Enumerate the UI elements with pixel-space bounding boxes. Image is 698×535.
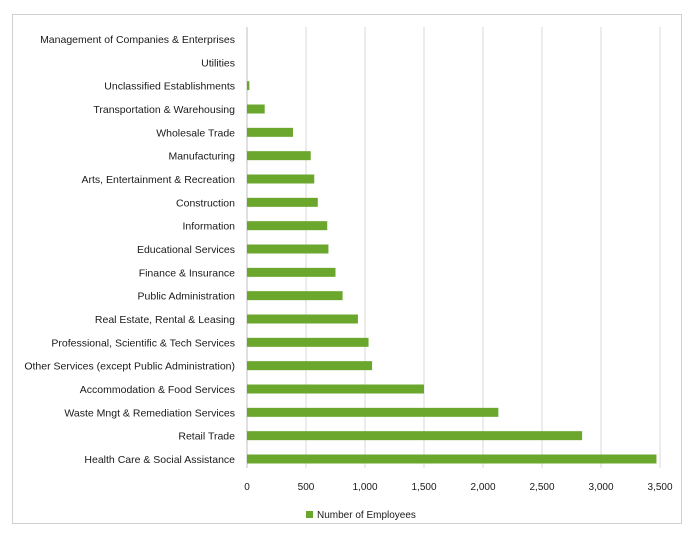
category-label: Public Administration [138, 291, 236, 303]
bar [247, 314, 358, 324]
bars [247, 81, 657, 464]
x-tick-label: 500 [298, 482, 315, 493]
category-label: Unclassified Establishments [104, 81, 235, 93]
category-label: Transportation & Warehousing [93, 104, 235, 116]
category-label: Manufacturing [168, 151, 235, 163]
category-label: Management of Companies & Enterprises [40, 34, 235, 46]
x-tick-label: 2,500 [529, 482, 554, 493]
category-label: Professional, Scientific & Tech Services [51, 337, 235, 349]
bar [247, 104, 265, 114]
bar [247, 244, 329, 254]
bar [247, 384, 424, 394]
category-label: Construction [176, 197, 235, 209]
bar [247, 291, 343, 301]
bar [247, 407, 499, 417]
category-label: Arts, Entertainment & Recreation [82, 174, 236, 186]
bar [247, 81, 250, 91]
category-labels: Management of Companies & Enterprises Uti… [24, 34, 235, 466]
x-tick-label: 1,000 [352, 482, 377, 493]
bar [247, 337, 369, 347]
bar [247, 431, 583, 441]
legend-swatch [306, 511, 313, 518]
employees-bar-chart: Management of Companies & Enterprises Uti… [24, 27, 673, 521]
x-tick-label: 1,500 [411, 482, 436, 493]
x-tick-labels: 0 500 1,000 1,500 2,000 2,500 3,000 3,500 [244, 482, 673, 493]
category-label: Finance & Insurance [139, 267, 235, 279]
x-tick-label: 2,000 [470, 482, 495, 493]
x-tick-label: 3,500 [647, 482, 672, 493]
category-label: Educational Services [137, 244, 235, 256]
category-label: Health Care & Social Assistance [84, 454, 235, 466]
category-label: Wholesale Trade [156, 127, 235, 139]
x-tick-label: 3,000 [588, 482, 613, 493]
bar [247, 151, 311, 161]
bar [247, 127, 294, 137]
chart-frame: Management of Companies & Enterprises Uti… [12, 14, 682, 524]
category-label: Other Services (except Public Administra… [24, 361, 235, 373]
category-label: Real Estate, Rental & Leasing [95, 314, 235, 326]
bar [247, 267, 336, 277]
bar [247, 197, 318, 207]
category-label: Accommodation & Food Services [80, 384, 235, 396]
category-label: Waste Mngt & Remediation Services [64, 407, 235, 419]
bar [247, 221, 328, 231]
bar [247, 361, 373, 371]
category-label: Retail Trade [178, 431, 235, 443]
bar [247, 454, 657, 464]
legend-label: Number of Employees [317, 510, 416, 521]
category-label: Utilities [201, 57, 235, 69]
gridlines [246, 27, 661, 468]
x-tick-label: 0 [244, 482, 250, 493]
legend: Number of Employees [306, 510, 416, 521]
category-label: Information [182, 221, 235, 233]
bar [247, 174, 315, 184]
